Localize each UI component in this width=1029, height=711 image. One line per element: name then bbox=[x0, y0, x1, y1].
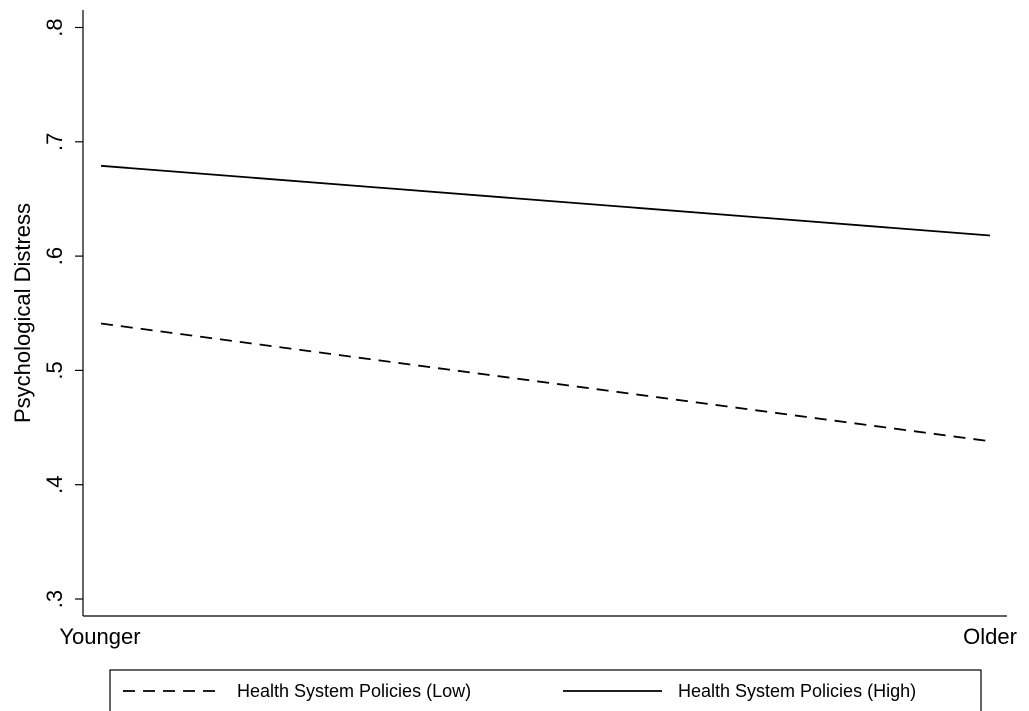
series-line bbox=[100, 322, 991, 443]
y-axis-title: Psychological Distress bbox=[10, 203, 35, 423]
x-ticks: Younger Older bbox=[59, 624, 1016, 649]
y-tick-label: .7 bbox=[42, 133, 67, 151]
x-tick-label: Older bbox=[963, 624, 1017, 649]
y-ticks: .3 .4 .5 .6 .7 .8 bbox=[42, 18, 83, 608]
y-tick-label: .4 bbox=[42, 476, 67, 494]
series-line bbox=[100, 164, 991, 237]
axes bbox=[82, 10, 1007, 617]
y-tick-label: .8 bbox=[42, 18, 67, 36]
legend: Health System Policies (Low) Health Syste… bbox=[109, 669, 982, 711]
y-tick-label: .6 bbox=[42, 247, 67, 265]
legend-label: Health System Policies (High) bbox=[678, 681, 916, 701]
legend-label: Health System Policies (Low) bbox=[237, 681, 471, 701]
series-group bbox=[100, 164, 991, 443]
legend-box bbox=[109, 669, 982, 711]
y-tick-label: .3 bbox=[42, 590, 67, 608]
y-tick-label: .5 bbox=[42, 361, 67, 379]
x-tick-label: Younger bbox=[59, 624, 140, 649]
